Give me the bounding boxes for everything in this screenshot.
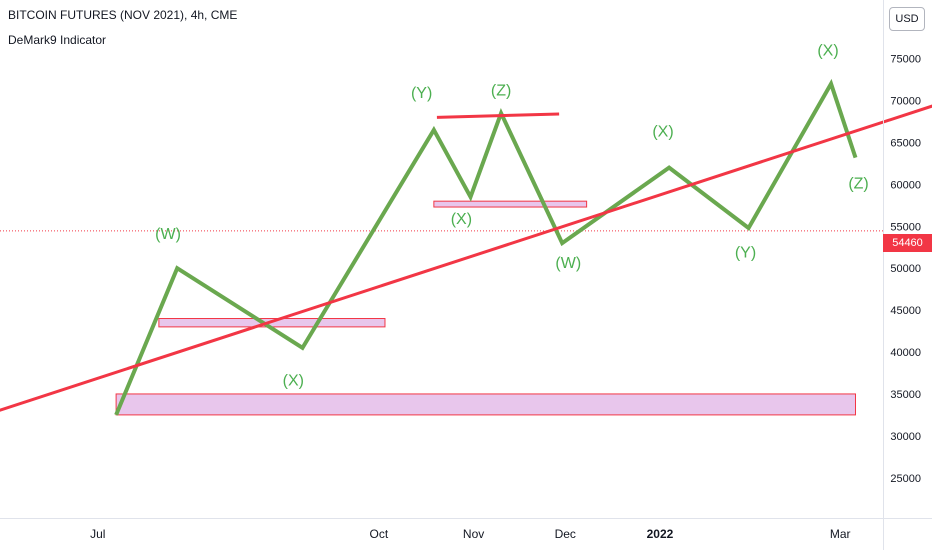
x-tick-label: Nov [463,527,484,541]
y-tick-label: 60000 [890,179,921,191]
elliott-wave-line [114,78,858,416]
support-zone-2 [433,200,588,208]
wave-label: (Z) [848,176,868,193]
x-tick-label: Jul [90,527,105,541]
y-tick-label: 75000 [890,54,921,66]
y-tick-label: 30000 [890,431,921,443]
y-tick-label: 65000 [890,137,921,149]
support-trendline [0,104,932,412]
wave-label: (Z) [491,83,511,100]
y-tick-label: 70000 [890,96,921,108]
y-tick-label: 45000 [890,305,921,317]
wave-label: (W) [155,226,181,243]
wave-label: (X) [283,373,304,390]
wave-labels-layer: (W) (X) (Y) (X) (Z) (W) (X) (Y) (X) (Z) [155,42,869,389]
x-tick-label: 2022 [647,527,674,541]
y-tick-label: 50000 [890,263,921,275]
wave-label: (W) [555,255,581,272]
currency-button[interactable]: USD [889,7,925,31]
wave-label: (X) [817,42,838,59]
resistance-line [436,112,560,119]
zones-layer [115,200,857,416]
last-price-tag: 54460 [883,234,932,252]
support-zone-0 [115,393,857,416]
y-tick-label: 35000 [890,389,921,401]
y-tick-label: 25000 [890,473,921,485]
indicator-name: DeMark9 Indicator [8,33,107,47]
x-tick-label: Dec [555,527,576,541]
y-tick-label: 55000 [890,221,921,233]
chart-title: BITCOIN FUTURES (NOV 2021), 4h, CME [8,8,238,22]
wave-label: (X) [451,211,472,228]
wave-label: (Y) [411,85,432,102]
wave-label: (X) [652,124,673,141]
wave-label: (Y) [735,244,756,261]
y-tick-label: 40000 [890,347,921,359]
lines-layer [0,78,932,416]
x-tick-label: Mar [830,527,851,541]
x-tick-label: Oct [370,527,389,541]
